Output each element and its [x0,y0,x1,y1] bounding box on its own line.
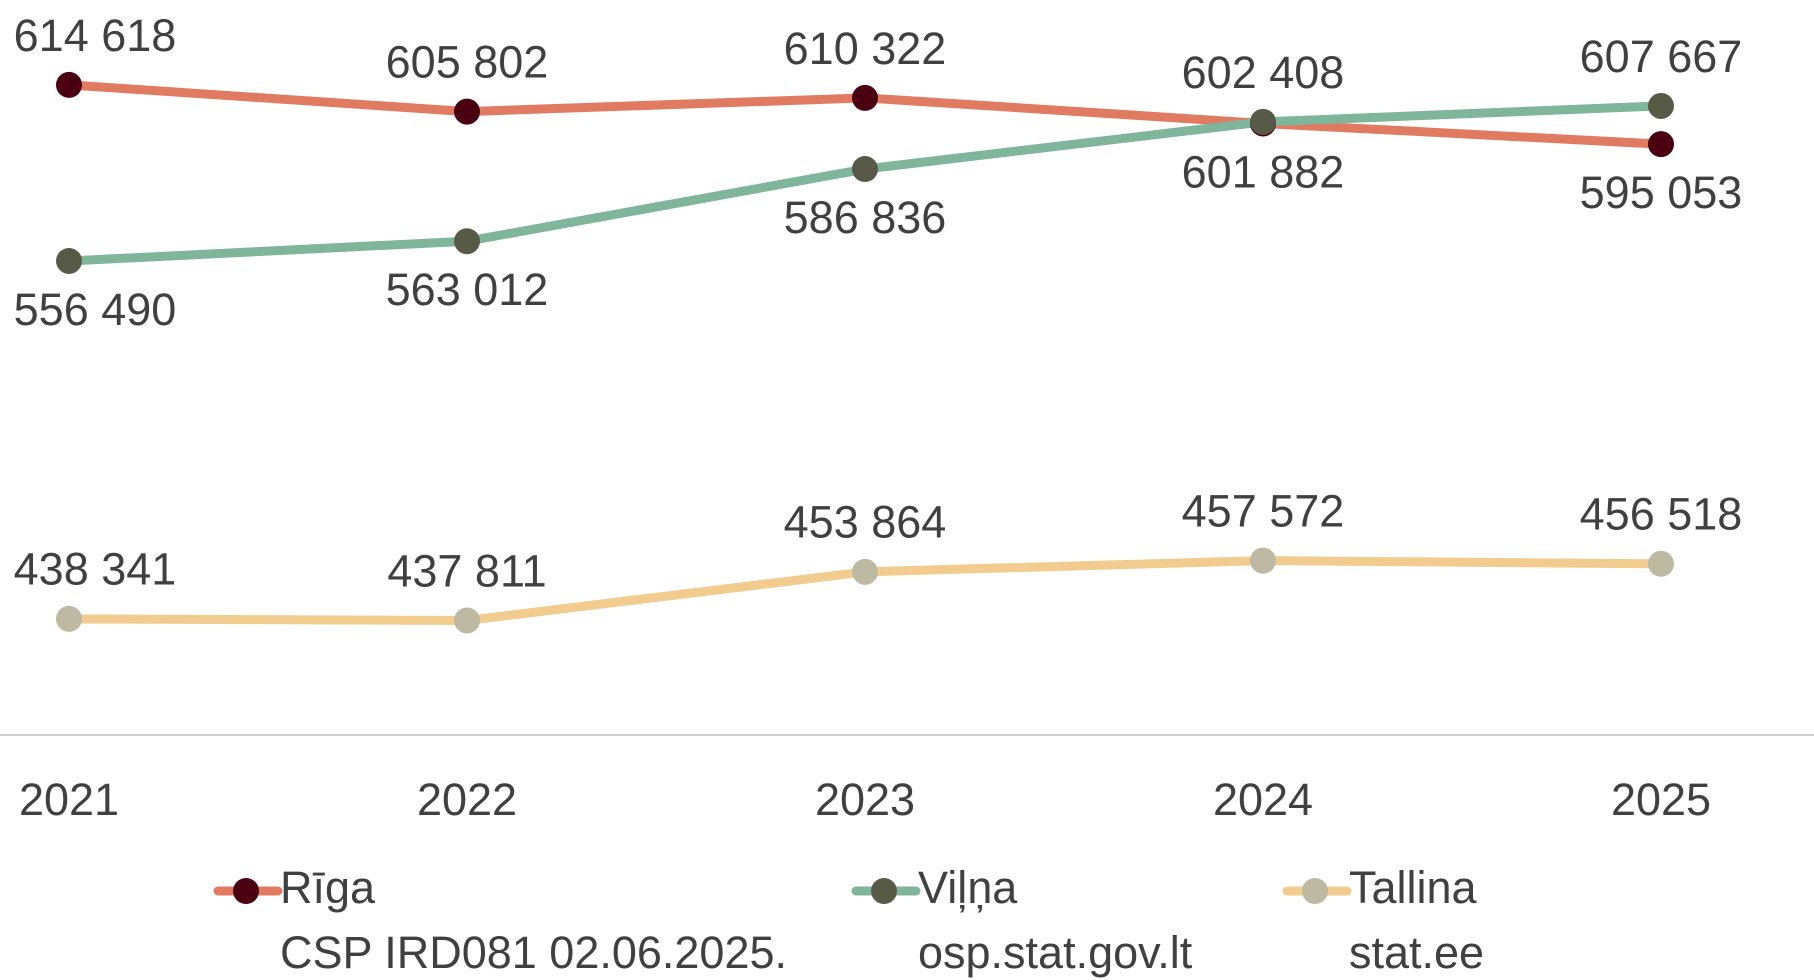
data-point [1250,108,1276,135]
data-point [852,84,878,111]
data-label: 438 341 [14,544,177,595]
x-tick-label: 2021 [19,774,119,825]
legend-marker [233,878,259,904]
data-label: 595 053 [1580,167,1743,218]
x-tick-label: 2022 [417,774,517,825]
data-label: 602 408 [1182,47,1345,98]
data-label: 456 518 [1580,489,1743,540]
x-tick-label: 2025 [1611,774,1711,825]
data-point [56,71,82,98]
data-point [1250,547,1276,574]
legend-label: Rīga [280,862,376,913]
data-point [56,605,82,632]
data-point [1648,92,1674,119]
source-label: CSP IRD081 02.06.2025. [280,927,787,978]
legend-label: Tallina [1349,862,1478,913]
data-point [56,247,82,274]
x-tick-label: 2023 [815,774,915,825]
data-point [1648,550,1674,577]
data-point [852,156,878,183]
legend-label: Viļņa [918,862,1018,913]
legend-marker [871,878,897,904]
data-label: 610 322 [784,23,947,74]
data-label: 607 667 [1580,31,1743,82]
data-label: 437 811 [387,545,546,596]
data-point [454,98,480,125]
legend-marker [1302,878,1328,904]
data-label: 563 012 [386,264,549,315]
data-label: 601 882 [1182,146,1345,197]
data-label: 586 836 [784,192,947,243]
data-label: 614 618 [14,10,177,61]
data-point [1648,131,1674,158]
data-label: 556 490 [14,284,177,335]
source-label: stat.ee [1349,927,1484,978]
source-label: osp.stat.gov.lt [918,927,1193,978]
data-point [454,228,480,255]
data-label: 605 802 [386,36,549,87]
data-label: 457 572 [1182,485,1345,536]
data-point [454,607,480,634]
data-point [852,558,878,585]
x-tick-label: 2024 [1213,774,1313,825]
data-label: 453 864 [784,497,947,548]
